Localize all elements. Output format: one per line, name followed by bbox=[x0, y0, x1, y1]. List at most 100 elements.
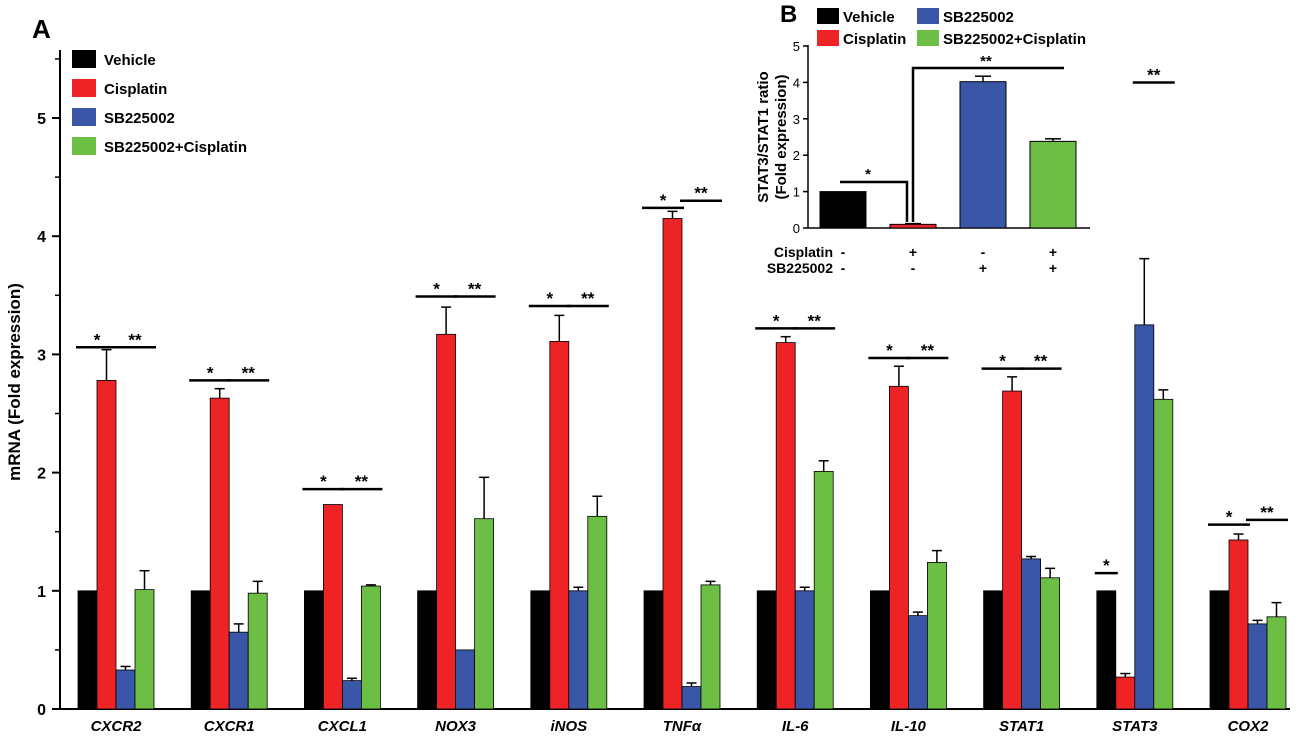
panel-a-ylabel: mRNA (Fold expression) bbox=[5, 283, 24, 481]
b-y-tick-label: 5 bbox=[793, 39, 800, 54]
bar-cisplatin bbox=[549, 340, 570, 710]
significance-marker: * bbox=[320, 472, 327, 491]
significance-marker: ** bbox=[1147, 66, 1161, 85]
category-label: CXCR2 bbox=[91, 718, 143, 735]
bar-sb225002-cisplatin bbox=[1266, 616, 1287, 710]
significance-marker: * bbox=[999, 352, 1006, 371]
bar-vehicle bbox=[190, 590, 211, 710]
legend-label: Vehicle bbox=[104, 52, 156, 69]
legend-swatch bbox=[72, 79, 96, 97]
bar-cisplatin bbox=[1002, 390, 1022, 710]
y-tick-label: 0 bbox=[37, 702, 46, 719]
bar-cisplatin bbox=[1228, 539, 1249, 710]
significance-marker: ** bbox=[242, 363, 256, 382]
b-legend-label: Vehicle bbox=[843, 9, 895, 26]
bar-sb225002 bbox=[455, 649, 476, 710]
panel-a-letter: A bbox=[32, 14, 51, 44]
treatment-mark: - bbox=[841, 260, 846, 276]
bar-sb225002-cisplatin bbox=[1040, 577, 1060, 710]
y-tick-label: 2 bbox=[37, 466, 46, 483]
significance-marker: ** bbox=[694, 184, 708, 203]
panel-b: B STAT3/STAT1 ratio (Fold expression) 0 1… bbox=[755, 1, 1090, 276]
legend-swatch bbox=[72, 108, 96, 126]
bar-cisplatin bbox=[209, 397, 230, 710]
legend-swatch bbox=[72, 50, 96, 68]
bar-sb225002 bbox=[1021, 558, 1041, 710]
b-y-tick-label: 3 bbox=[793, 112, 800, 127]
treatment-mark: + bbox=[909, 244, 917, 260]
significance-marker: * bbox=[546, 289, 553, 308]
b-bar-sb225002-cisplatin bbox=[1029, 140, 1077, 229]
category-label: NOX3 bbox=[435, 718, 477, 735]
category-label: COX2 bbox=[1228, 718, 1270, 735]
category-label: STAT1 bbox=[999, 718, 1044, 735]
bar-sb225002 bbox=[1134, 324, 1155, 710]
bar-sb225002-cisplatin bbox=[360, 585, 381, 710]
b-y-tick-label: 2 bbox=[793, 148, 800, 163]
bar-vehicle bbox=[1096, 590, 1117, 710]
category-label: iNOS bbox=[550, 718, 587, 735]
significance-marker: * bbox=[207, 363, 214, 382]
b-significance-line bbox=[911, 66, 1064, 222]
significance-marker: * bbox=[1103, 556, 1110, 575]
bar-vehicle bbox=[417, 590, 438, 710]
bar-sb225002 bbox=[228, 631, 249, 710]
significance-marker: ** bbox=[1260, 503, 1274, 522]
significance-marker: ** bbox=[1034, 352, 1048, 371]
bar-cisplatin bbox=[322, 504, 343, 710]
panel-b-letter: B bbox=[780, 1, 797, 28]
bar-cisplatin bbox=[662, 218, 683, 710]
b-legend-swatch bbox=[917, 8, 939, 24]
b-significance-marker: ** bbox=[980, 53, 992, 70]
legend-swatch bbox=[72, 137, 96, 155]
treatment-mark: - bbox=[981, 244, 986, 260]
bar-sb225002 bbox=[115, 669, 136, 710]
y-tick-label: 1 bbox=[37, 584, 46, 601]
bar-sb225002-cisplatin bbox=[474, 518, 495, 710]
significance-marker: * bbox=[886, 341, 893, 360]
bar-sb225002 bbox=[794, 590, 815, 710]
bar-vehicle bbox=[756, 590, 777, 710]
treatment-mark: + bbox=[979, 260, 987, 276]
significance-marker: * bbox=[773, 311, 780, 330]
category-label: STAT3 bbox=[1112, 718, 1158, 735]
significance-marker: * bbox=[433, 279, 440, 298]
b-y-tick-label: 0 bbox=[793, 221, 800, 236]
treatment-row-label: SB225002 bbox=[767, 260, 833, 276]
bar-sb225002-cisplatin bbox=[927, 562, 947, 710]
significance-marker: * bbox=[94, 330, 101, 349]
b-legend-label: SB225002 bbox=[943, 9, 1014, 26]
b-legend-swatch bbox=[817, 30, 839, 46]
bar-sb225002 bbox=[1247, 623, 1268, 710]
significance-marker: * bbox=[1226, 508, 1233, 527]
bar-cisplatin bbox=[775, 342, 796, 710]
bar-sb225002 bbox=[681, 686, 702, 710]
bar-sb225002 bbox=[341, 680, 362, 710]
significance-marker: ** bbox=[355, 472, 369, 491]
significance-marker: ** bbox=[128, 330, 142, 349]
significance-marker: ** bbox=[921, 341, 935, 360]
y-tick-label: 4 bbox=[37, 229, 46, 246]
bar-sb225002-cisplatin bbox=[134, 589, 155, 710]
bar-cisplatin bbox=[436, 333, 457, 710]
b-y-tick-label: 4 bbox=[793, 75, 800, 90]
bar-sb225002-cisplatin bbox=[247, 592, 268, 710]
legend-label: Cisplatin bbox=[104, 81, 167, 98]
b-legend-swatch bbox=[817, 8, 839, 24]
category-label: IL-6 bbox=[782, 718, 809, 735]
b-legend-label: Cisplatin bbox=[843, 31, 906, 48]
treatment-mark: - bbox=[841, 244, 846, 260]
y-tick-label: 3 bbox=[37, 347, 46, 364]
category-label: CXCL1 bbox=[318, 718, 367, 735]
bar-vehicle bbox=[1209, 590, 1230, 710]
significance-marker: ** bbox=[581, 289, 595, 308]
bar-cisplatin bbox=[1115, 676, 1136, 710]
bar-cisplatin bbox=[96, 380, 117, 710]
bar-vehicle bbox=[530, 590, 551, 710]
b-bar-sb225002 bbox=[959, 81, 1007, 229]
bar-vehicle bbox=[983, 590, 1003, 710]
bar-vehicle bbox=[870, 590, 890, 710]
bar-vehicle bbox=[643, 590, 664, 710]
bar-sb225002-cisplatin bbox=[813, 471, 834, 710]
